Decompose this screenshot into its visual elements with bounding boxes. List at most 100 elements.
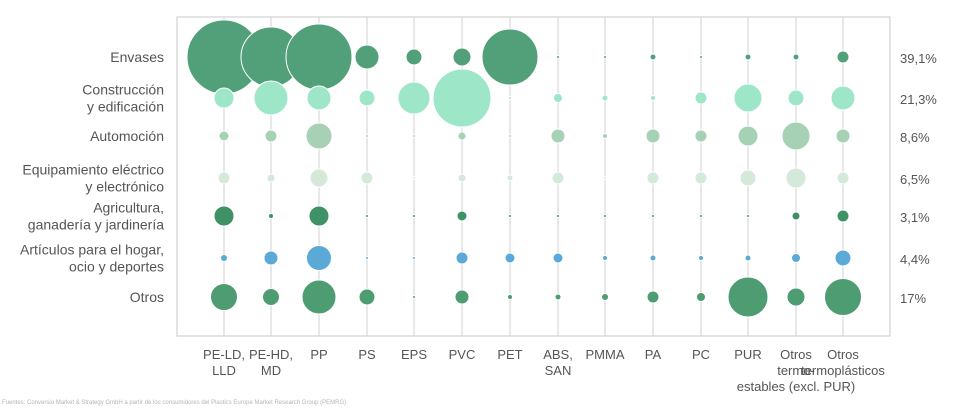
bubble — [365, 214, 369, 218]
bubble — [830, 85, 856, 111]
row-share-labels: 39,1% 21,3% 8,6% 6,5% 3,1% 4,4% 17% — [900, 51, 937, 306]
bubble — [836, 50, 850, 64]
bubble — [601, 94, 609, 102]
bubble — [412, 256, 416, 260]
plot-frame — [176, 16, 891, 337]
y-axis-labels: Envases Construcción y edificación Automoci… — [20, 49, 164, 305]
y-tick-label: Agricultura, ganadería y jardinería — [28, 200, 164, 233]
bubble — [213, 205, 235, 227]
bubble — [457, 173, 467, 183]
bubble — [739, 169, 757, 187]
bubble — [602, 133, 608, 139]
bubble — [507, 294, 513, 300]
bubble — [354, 44, 380, 70]
row-share-label: 17% — [900, 291, 926, 306]
bubble — [645, 128, 661, 144]
bubble — [358, 89, 376, 107]
bubble — [266, 173, 276, 183]
x-tick-label: PVC — [449, 347, 476, 362]
bubble — [781, 121, 811, 151]
bubble — [454, 289, 470, 305]
row-share-label: 3,1% — [900, 210, 930, 225]
bubble — [553, 93, 563, 103]
bubble — [791, 211, 801, 221]
bubble — [412, 176, 416, 180]
bubble — [412, 134, 416, 138]
bubble — [268, 213, 274, 219]
bubble — [508, 96, 512, 100]
bubble — [699, 55, 703, 59]
bubble — [556, 214, 560, 218]
bubble — [554, 293, 562, 301]
bubble — [397, 81, 431, 115]
bubble — [556, 55, 560, 59]
x-tick-label: Otros termoplásticos — [801, 347, 885, 378]
bubble — [746, 214, 750, 218]
bubble — [217, 171, 231, 185]
bubble — [744, 254, 752, 262]
source-note: Fuentes: Conversio Market & Strategy Gmb… — [2, 400, 347, 406]
row-share-label: 8,6% — [900, 130, 930, 145]
bubble — [551, 171, 565, 185]
bubble — [646, 171, 660, 185]
bubble — [694, 91, 708, 105]
bubble — [603, 176, 607, 180]
bubble — [455, 251, 469, 265]
bubble — [651, 214, 655, 218]
y-tick-label: Equipamiento eléctrico y electrónico — [22, 162, 164, 195]
bubble — [358, 288, 376, 306]
x-tick-label: PE-LD, LLD — [203, 347, 245, 378]
bubble — [552, 252, 564, 264]
bubble — [365, 134, 369, 138]
bubble — [360, 171, 374, 185]
bubble — [646, 290, 660, 304]
bubble — [699, 214, 703, 218]
bubble — [698, 255, 704, 261]
bubble — [744, 53, 752, 61]
bubble — [694, 171, 708, 185]
bubble — [309, 168, 329, 188]
x-tick-label: PA — [645, 347, 662, 362]
bubble — [834, 249, 852, 267]
row-share-label: 6,5% — [900, 172, 930, 187]
bubble — [253, 80, 289, 116]
bubble — [218, 130, 230, 142]
bubble — [405, 48, 423, 66]
bubble — [737, 125, 759, 147]
bubble — [787, 89, 805, 107]
x-tick-label: PUR — [734, 347, 761, 362]
bubble — [824, 278, 862, 316]
bubble — [263, 250, 279, 266]
bubble — [792, 53, 800, 61]
bubble — [210, 283, 238, 311]
bubble — [835, 128, 851, 144]
y-tick-label: Automoción — [90, 128, 164, 144]
row-share-label: 39,1% — [900, 51, 937, 66]
bubble — [452, 47, 472, 67]
bubble — [213, 87, 235, 109]
bubble — [506, 174, 514, 182]
x-tick-label: Otros termo-estables (excl. PUR) — [737, 347, 855, 394]
bubble — [285, 23, 353, 91]
x-tick-label: EPS — [401, 347, 427, 362]
y-tick-label: Artículos para el hogar, ocio y deportes — [20, 242, 164, 275]
bubble — [305, 122, 333, 150]
x-tick-label: PP — [310, 347, 327, 362]
bubble — [365, 256, 369, 260]
bubble — [220, 254, 228, 262]
bubble — [791, 253, 801, 263]
bubble — [508, 134, 512, 138]
bubble — [694, 129, 708, 143]
bubble — [727, 276, 769, 318]
bubble — [649, 53, 657, 61]
bubbles — [186, 19, 862, 318]
bubble — [432, 68, 492, 128]
bubble — [504, 252, 516, 264]
y-tick-label: Construcción y edificación — [82, 82, 164, 115]
bubble — [262, 288, 280, 306]
bubble — [306, 85, 332, 111]
bubble — [301, 279, 337, 315]
row-share-label: 4,4% — [900, 252, 930, 267]
y-tick-label: Otros — [130, 289, 164, 305]
